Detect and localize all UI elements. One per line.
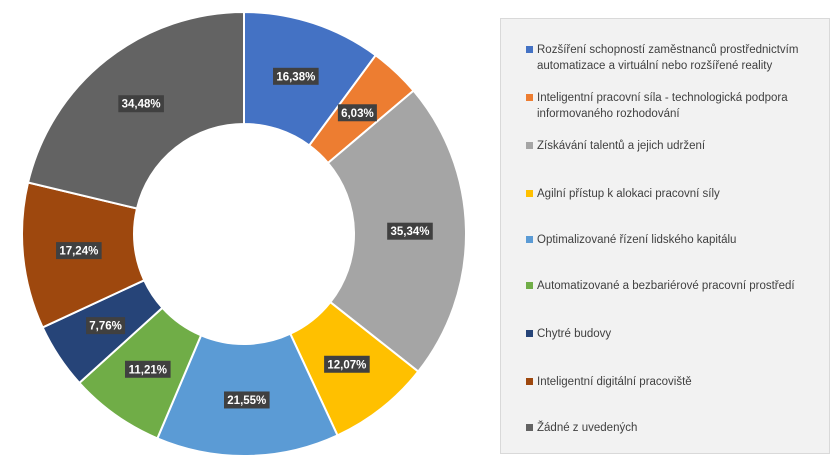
data-label-text-5: 21,55% [227,395,266,407]
legend-swatch-1 [526,46,533,53]
legend-swatch-5 [526,236,533,243]
data-label-text-8: 17,24% [59,246,98,258]
data-label-box-5 [223,391,270,409]
data-label-2: 6,03% [337,104,377,122]
legend-label-9: Žádné z uvedených [537,422,638,434]
legend-item-6: Automatizované a bezbariérové pracovní p… [526,278,823,294]
data-label-text-9: 34,48% [122,99,161,111]
legend-item-2: Inteligentní pracovní síla - technologic… [526,90,823,122]
data-label-8: 17,24% [56,242,102,260]
data-label-3: 35,34% [387,222,433,240]
legend-label-8: Inteligentní digitální pracoviště [537,376,692,388]
legend-item-8: Inteligentní digitální pracoviště [526,374,823,390]
legend-swatch-3 [526,142,533,149]
legend-label-3: Získávání talentů a jejich udržení [537,140,706,152]
legend-swatch-8 [526,378,533,385]
data-label-5: 21,55% [223,391,270,409]
legend-item-5: Optimalizované řízení lidského kapitálu [526,232,823,248]
legend-swatch-6 [526,282,533,289]
data-label-text-1: 16,38% [276,71,315,83]
legend-label-5: Optimalizované řízení lidského kapitálu [537,234,737,246]
legend-swatch-7 [526,330,533,337]
chart-legend: Rozšíření schopností zaměstnanců prostře… [500,18,830,454]
legend-item-7: Chytré budovy [526,326,823,342]
legend-item-4: Agilní přístup k alokaci pracovní síly [526,186,823,202]
data-label-6: 11,21% [124,360,171,378]
data-label-text-3: 35,34% [390,226,429,238]
legend-swatch-2 [526,94,533,101]
legend-label-4: Agilní přístup k alokaci pracovní síly [537,188,720,200]
data-label-box-6 [124,360,171,378]
data-label-text-6: 11,21% [129,364,167,376]
data-label-4: 12,07% [324,355,370,373]
data-labels: 16,38% 6,03% 35,34% 12,07% 21,55% 11,21% 7,76%… [56,67,433,409]
legend-item-9: Žádné z uvedených [526,420,823,436]
legend-label-1: Rozšíření schopností zaměstnanců prostře… [537,44,799,72]
donut-plot: 16,38% 6,03% 35,34% 12,07% 21,55% 11,21% 7,76%… [21,10,467,457]
legend-label-2: Inteligentní pracovní síla - technologic… [537,92,788,120]
data-label-text-2: 6,03% [341,108,374,120]
data-label-box-8 [56,242,102,260]
data-label-box-3 [387,222,433,240]
data-label-1: 16,38% [273,67,319,85]
data-label-text-7: 7,76% [89,321,122,333]
data-label-text-4: 12,07% [327,359,366,371]
legend-swatch-4 [526,190,533,197]
data-label-box-4 [324,355,370,373]
legend-item-1: Rozšíření schopností zaměstnanců prostře… [526,42,823,74]
legend-label-6: Automatizované a bezbariérové pracovní p… [537,280,795,292]
data-label-7: 7,76% [86,317,126,335]
data-label-box-9 [118,95,164,113]
legend-item-3: Získávání talentů a jejich udržení [526,138,823,154]
legend-swatch-9 [526,424,533,431]
data-label-box-7 [86,317,126,335]
data-label-box-2 [337,104,377,122]
data-label-9: 34,48% [118,95,164,113]
data-label-box-1 [273,67,319,85]
legend-label-7: Chytré budovy [537,328,612,340]
